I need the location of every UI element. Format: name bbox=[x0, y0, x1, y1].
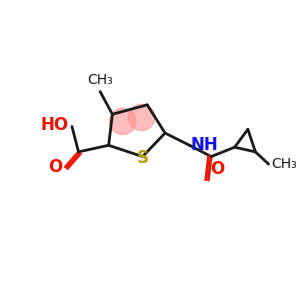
Text: O: O bbox=[48, 158, 62, 176]
Text: S: S bbox=[136, 148, 148, 166]
Text: CH₃: CH₃ bbox=[87, 73, 113, 87]
Text: NH: NH bbox=[190, 136, 218, 154]
Circle shape bbox=[128, 104, 155, 130]
Text: O: O bbox=[210, 160, 224, 178]
Circle shape bbox=[110, 108, 136, 135]
Text: HO: HO bbox=[41, 116, 69, 134]
Text: CH₃: CH₃ bbox=[272, 157, 297, 171]
